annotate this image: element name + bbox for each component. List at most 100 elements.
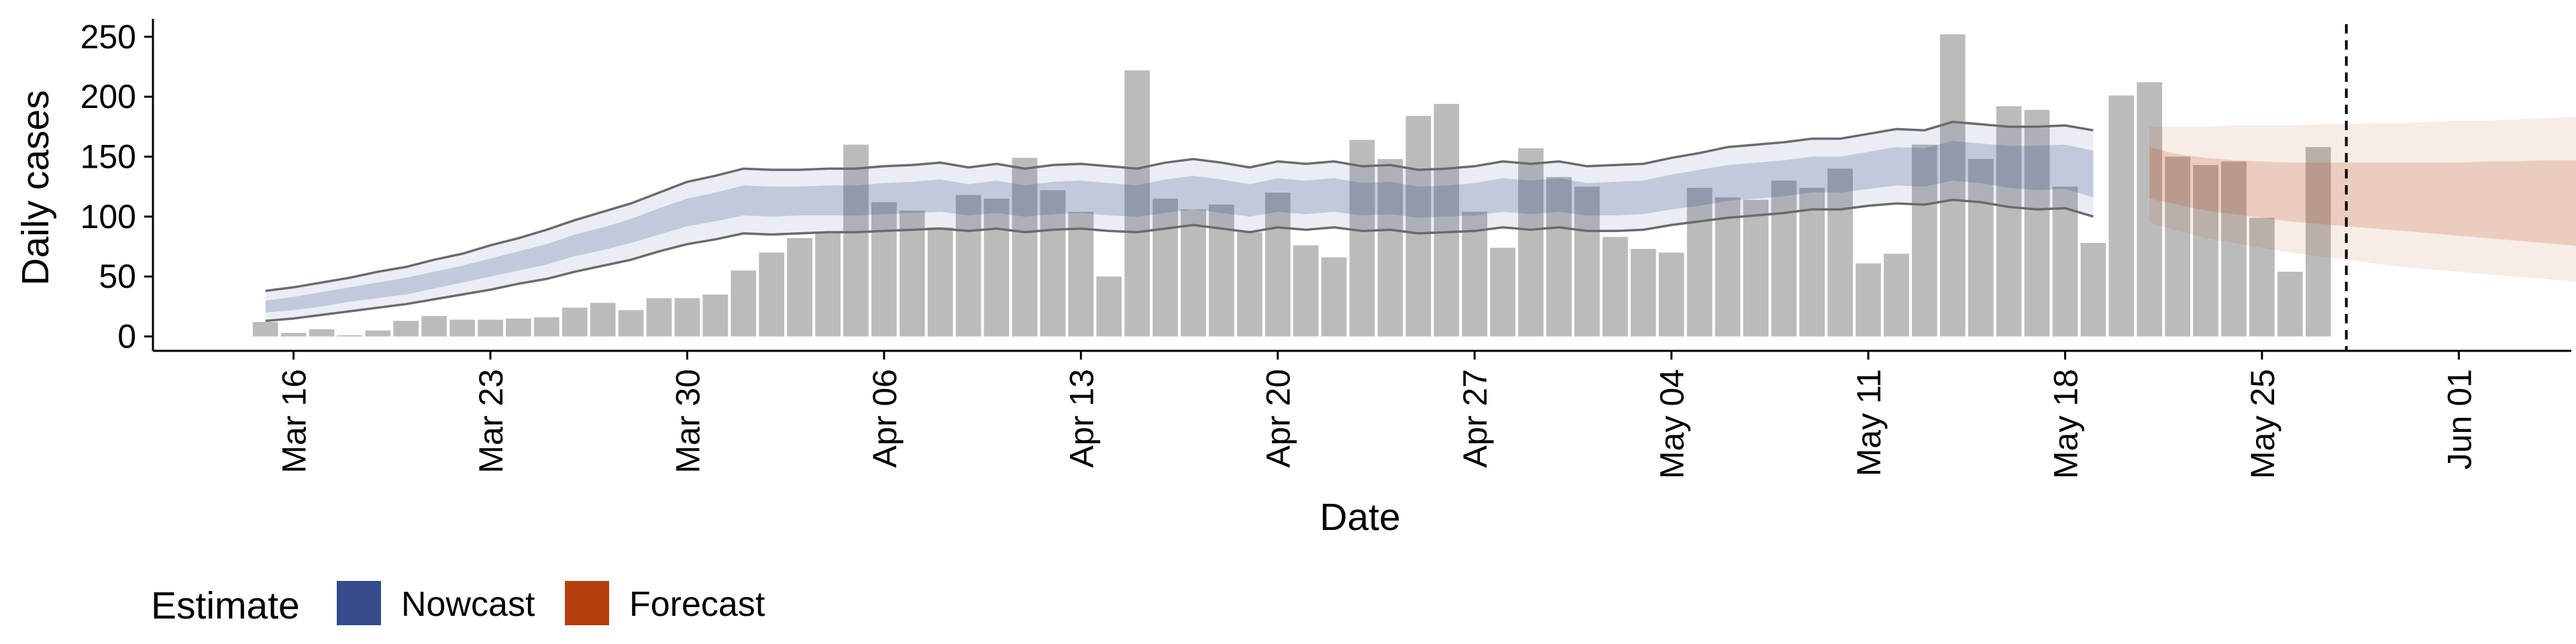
case-bar xyxy=(1939,34,1966,337)
case-bar xyxy=(478,319,503,337)
case-bar xyxy=(2080,243,2106,337)
y-tick-label: 0 xyxy=(117,318,136,356)
case-bar xyxy=(1574,186,1600,337)
x-axis-title: Date xyxy=(1320,496,1400,539)
case-bar xyxy=(1856,263,1881,337)
nowcast-inner-band xyxy=(265,141,2094,313)
y-tick-label: 250 xyxy=(80,18,136,56)
case-bar xyxy=(506,318,531,337)
legend-title: Estimate xyxy=(151,584,300,627)
case-bar xyxy=(1686,187,1713,337)
case-bar xyxy=(1715,197,1741,337)
case-bar xyxy=(1546,176,1572,337)
case-bar xyxy=(2221,161,2247,337)
case-bar xyxy=(618,310,644,337)
x-tick-label: May 11 xyxy=(1850,369,1888,476)
case-bar xyxy=(1658,252,1684,337)
y-tick-label: 100 xyxy=(80,198,136,235)
case-bar xyxy=(983,199,1010,337)
case-bar xyxy=(1012,158,1038,337)
case-bar xyxy=(815,233,841,337)
y-tick-label: 150 xyxy=(80,138,136,176)
x-tick-label: Mar 23 xyxy=(472,369,510,474)
legend-items: Nowcast Forecast xyxy=(337,581,765,625)
legend-label: Nowcast xyxy=(401,585,535,624)
case-bar xyxy=(1630,249,1656,337)
nowcast-upper-line xyxy=(265,120,2094,292)
legend-swatch xyxy=(565,581,609,625)
case-bar xyxy=(927,227,953,337)
case-bar xyxy=(393,321,419,337)
plot-area xyxy=(252,24,2576,351)
case-bar xyxy=(2249,217,2275,337)
case-bar xyxy=(1518,148,1544,337)
x-tick-label: Apr 13 xyxy=(1063,369,1100,468)
case-bar xyxy=(899,210,925,337)
case-bar xyxy=(2137,82,2163,337)
case-bar xyxy=(1349,140,1375,337)
case-bar xyxy=(674,298,700,337)
case-bar xyxy=(1096,276,1122,337)
case-bar xyxy=(1236,232,1263,337)
case-bar xyxy=(337,335,363,337)
case-bar xyxy=(1405,115,1432,337)
forecast-outer-band xyxy=(2149,117,2576,282)
case-bar xyxy=(534,317,559,337)
case-bar xyxy=(1827,168,1853,337)
x-tick-label: Jun 01 xyxy=(2440,369,2478,470)
case-bar xyxy=(787,238,812,337)
case-bar xyxy=(1377,159,1403,337)
nowcast-outer-band xyxy=(265,121,2094,321)
y-axis-title: Daily cases xyxy=(14,90,57,285)
x-tick-label: May 25 xyxy=(2244,369,2282,479)
case-bar xyxy=(590,303,616,337)
y-tick-label: 200 xyxy=(80,78,136,115)
forecast-inner-band xyxy=(2149,147,2576,246)
case-bar xyxy=(843,144,869,337)
case-bar xyxy=(731,270,757,337)
case-bar xyxy=(1602,237,1628,337)
case-bar xyxy=(1068,211,1094,337)
x-ticks: Mar 16 Mar 23 Mar 30 Apr 06 Apr 13 Apr 20 Apr … xyxy=(276,351,2478,479)
case-bar xyxy=(1124,70,1150,337)
case-bar xyxy=(1912,144,1937,337)
forecast-layer xyxy=(2149,117,2576,282)
case-bar xyxy=(1884,254,1909,337)
case-bar xyxy=(1462,211,1488,337)
x-tick-label: Mar 30 xyxy=(669,369,706,474)
case-bar xyxy=(1040,190,1066,337)
case-bar xyxy=(1490,248,1515,337)
case-bar xyxy=(2165,156,2191,337)
case-bar xyxy=(1152,199,1178,337)
case-bar xyxy=(449,319,475,337)
nowcast-lower-line xyxy=(265,199,2094,323)
x-tick-label: Apr 20 xyxy=(1260,369,1297,468)
y-ticks: 0 50 100 150 200 250 xyxy=(80,18,153,356)
case-bar xyxy=(1996,106,2022,337)
case-bar xyxy=(1265,193,1291,337)
case-bar xyxy=(2108,95,2135,337)
x-tick-label: May 04 xyxy=(1654,369,1691,479)
legend: Estimate Nowcast Forecast xyxy=(151,581,765,627)
case-bar xyxy=(1434,103,1460,337)
case-bar xyxy=(2024,109,2050,337)
x-tick-label: Apr 27 xyxy=(1456,369,1494,468)
case-bar xyxy=(280,333,307,337)
case-bar xyxy=(1321,257,1347,337)
legend-label: Forecast xyxy=(629,585,765,624)
case-bar xyxy=(2277,272,2303,337)
case-bar xyxy=(955,195,981,337)
case-bar xyxy=(561,307,588,337)
case-bar xyxy=(871,202,897,337)
case-bar xyxy=(1181,209,1206,337)
nowcast-layer xyxy=(265,120,2094,323)
case-bar xyxy=(1799,187,1825,337)
case-bar xyxy=(365,330,391,337)
legend-swatch xyxy=(337,581,381,625)
y-tick-label: 50 xyxy=(99,258,136,295)
x-tick-label: Mar 16 xyxy=(276,369,313,474)
case-bar xyxy=(759,252,785,337)
axes: 0 50 100 150 200 250 Mar 16 Mar 23 Mar 30 Apr 06… xyxy=(80,18,2571,479)
case-bar xyxy=(309,329,335,337)
